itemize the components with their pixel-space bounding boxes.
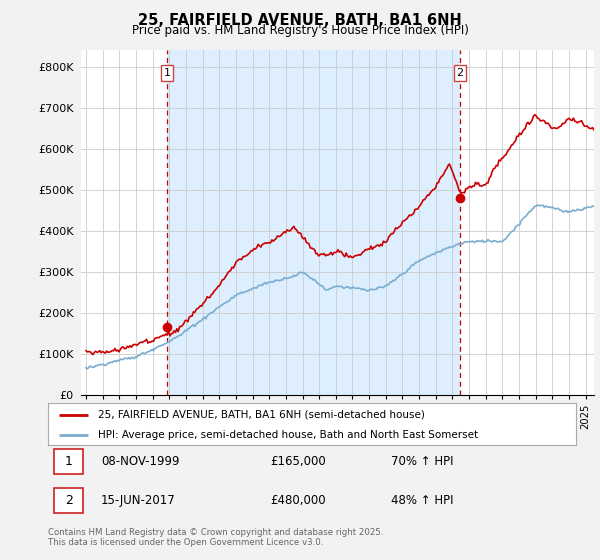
Text: Price paid vs. HM Land Registry's House Price Index (HPI): Price paid vs. HM Land Registry's House …	[131, 24, 469, 36]
Text: 15-JUN-2017: 15-JUN-2017	[101, 494, 176, 507]
Bar	[167, 50, 460, 395]
Text: £165,000: £165,000	[270, 455, 326, 468]
Text: 70% ↑ HPI: 70% ↑ HPI	[391, 455, 454, 468]
Text: HPI: Average price, semi-detached house, Bath and North East Somerset: HPI: Average price, semi-detached house,…	[98, 430, 478, 440]
Text: 2: 2	[65, 494, 73, 507]
FancyBboxPatch shape	[55, 449, 83, 474]
Text: Contains HM Land Registry data © Crown copyright and database right 2025.
This d: Contains HM Land Registry data © Crown c…	[48, 528, 383, 547]
Text: 48% ↑ HPI: 48% ↑ HPI	[391, 494, 454, 507]
Text: 1: 1	[163, 68, 170, 78]
FancyBboxPatch shape	[55, 488, 83, 513]
Text: 08-NOV-1999: 08-NOV-1999	[101, 455, 179, 468]
Text: 2: 2	[457, 68, 464, 78]
Text: 25, FAIRFIELD AVENUE, BATH, BA1 6NH (semi-detached house): 25, FAIRFIELD AVENUE, BATH, BA1 6NH (sem…	[98, 409, 425, 419]
Text: £480,000: £480,000	[270, 494, 325, 507]
Text: 1: 1	[65, 455, 73, 468]
Text: 25, FAIRFIELD AVENUE, BATH, BA1 6NH: 25, FAIRFIELD AVENUE, BATH, BA1 6NH	[138, 13, 462, 28]
